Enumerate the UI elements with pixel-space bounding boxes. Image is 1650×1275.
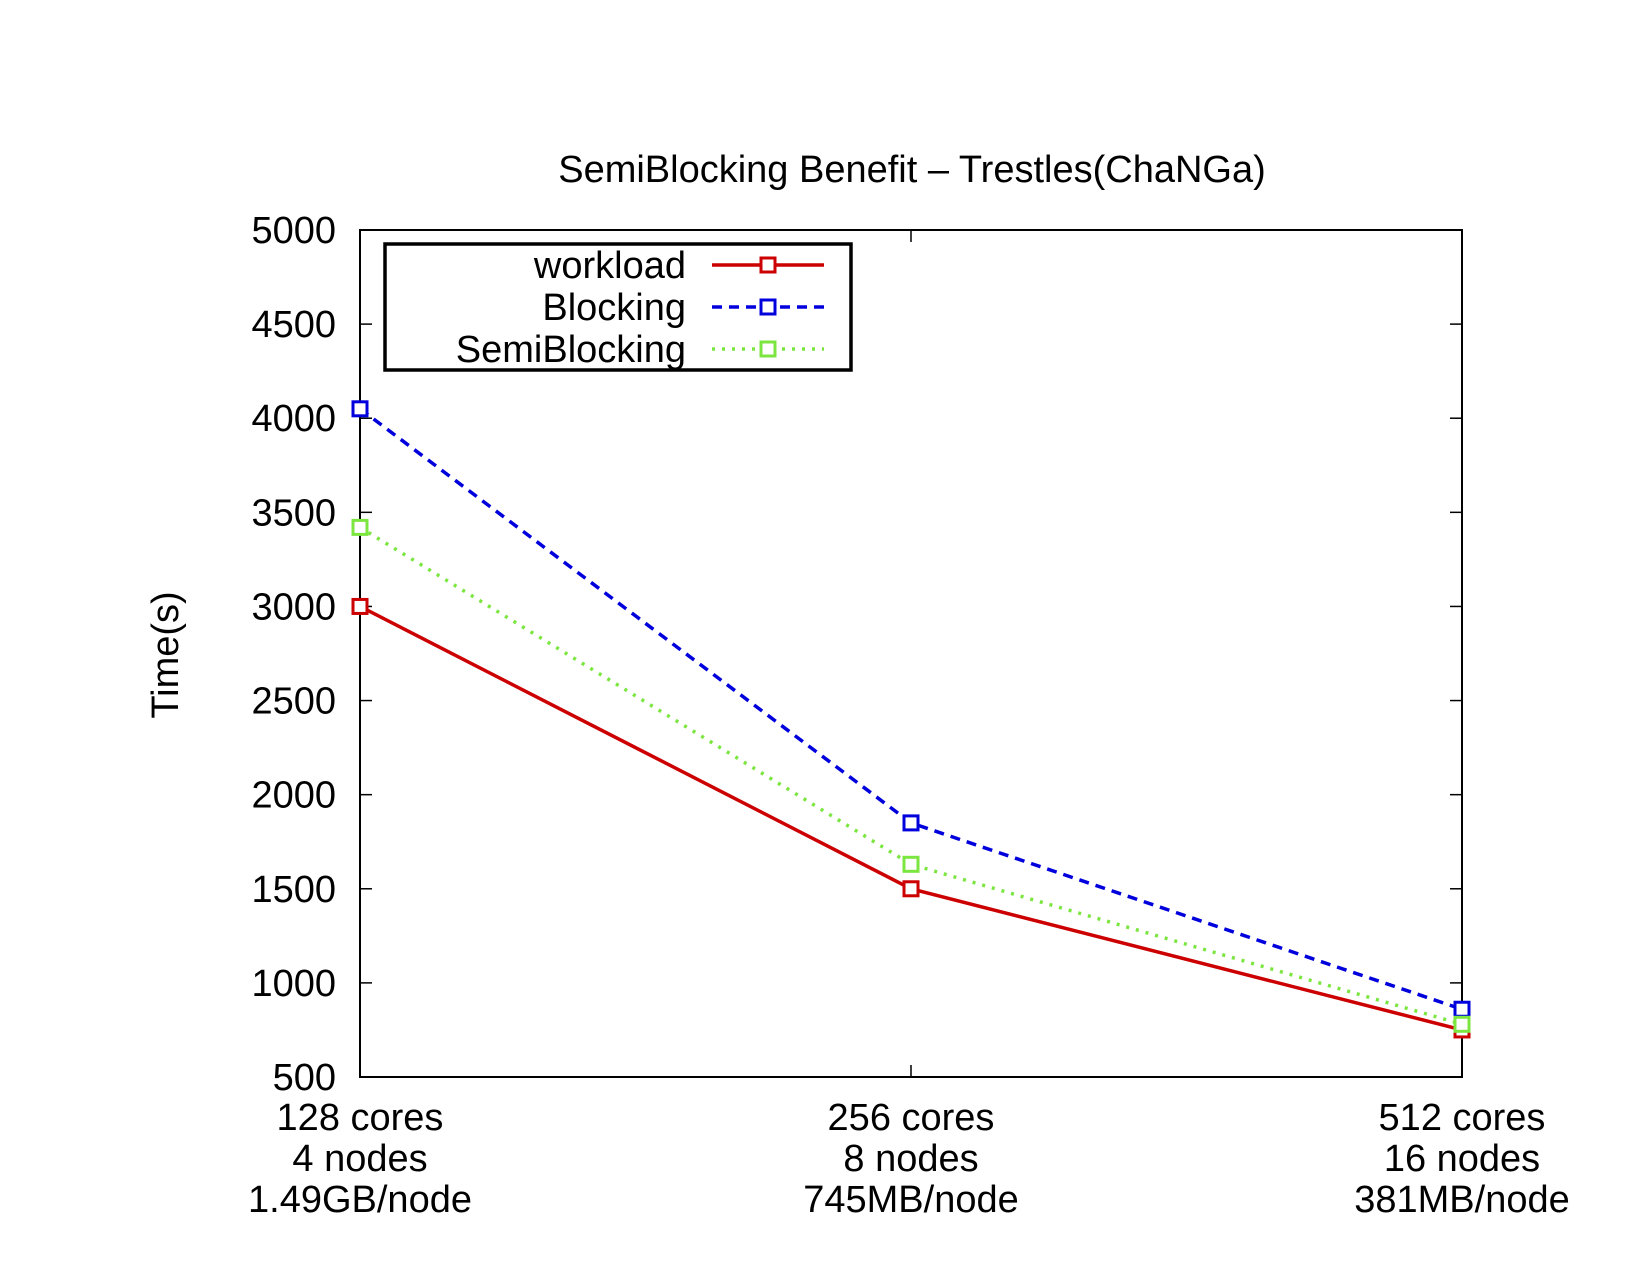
axis-ticks: 500 1000 1500 2000 2500 3000 3500 4000 4500 5000 1… [248, 210, 1570, 1221]
y-tick-label: 3000 [251, 586, 336, 628]
y-tick-label: 1500 [251, 869, 336, 911]
data-point-blocking [1453, 1000, 1471, 1018]
legend-label: Blocking [542, 287, 686, 329]
data-point-workload [902, 880, 920, 898]
x-category-label: 745MB/node [803, 1179, 1019, 1221]
y-tick-label: 4500 [251, 304, 336, 346]
x-category-label: 8 nodes [843, 1138, 978, 1180]
series-line-semiblocking [359, 525, 1463, 1026]
legend-label: workload [533, 245, 686, 287]
x-category-label: 1.49GB/node [248, 1179, 472, 1221]
data-point-semiblocking [1453, 1015, 1471, 1033]
data-point-workload [351, 597, 369, 615]
y-axis-label: Time(s) [145, 591, 187, 718]
data-point-blocking [902, 814, 920, 832]
y-tick-label: 5000 [251, 210, 336, 252]
y-tick-label: 2000 [251, 775, 336, 817]
legend-swatch-marker [759, 298, 777, 316]
y-tick-label: 500 [273, 1057, 336, 1099]
x-category-label: 4 nodes [292, 1138, 427, 1180]
legend-label: SemiBlocking [456, 329, 686, 371]
legend-swatch-marker [759, 340, 777, 358]
x-category-label: 256 cores [828, 1097, 995, 1139]
data-point-semiblocking [902, 855, 920, 873]
y-tick-label: 2500 [251, 681, 336, 723]
x-category-label: 128 cores [277, 1097, 444, 1139]
data-point-blocking [351, 400, 369, 418]
y-tick-label: 1000 [251, 963, 336, 1005]
x-category-label: 381MB/node [1354, 1179, 1570, 1221]
data-point-semiblocking [351, 518, 369, 536]
legend-swatch-marker [759, 256, 777, 274]
series-lines [351, 400, 1471, 1039]
y-tick-label: 4000 [251, 398, 336, 440]
chart-title: SemiBlocking Benefit – Trestles(ChaNGa) [558, 149, 1266, 191]
x-category-label: 16 nodes [1384, 1138, 1540, 1180]
x-category-label: 512 cores [1379, 1097, 1546, 1139]
y-tick-label: 3500 [251, 492, 336, 534]
series-line-blocking [358, 407, 1463, 1011]
